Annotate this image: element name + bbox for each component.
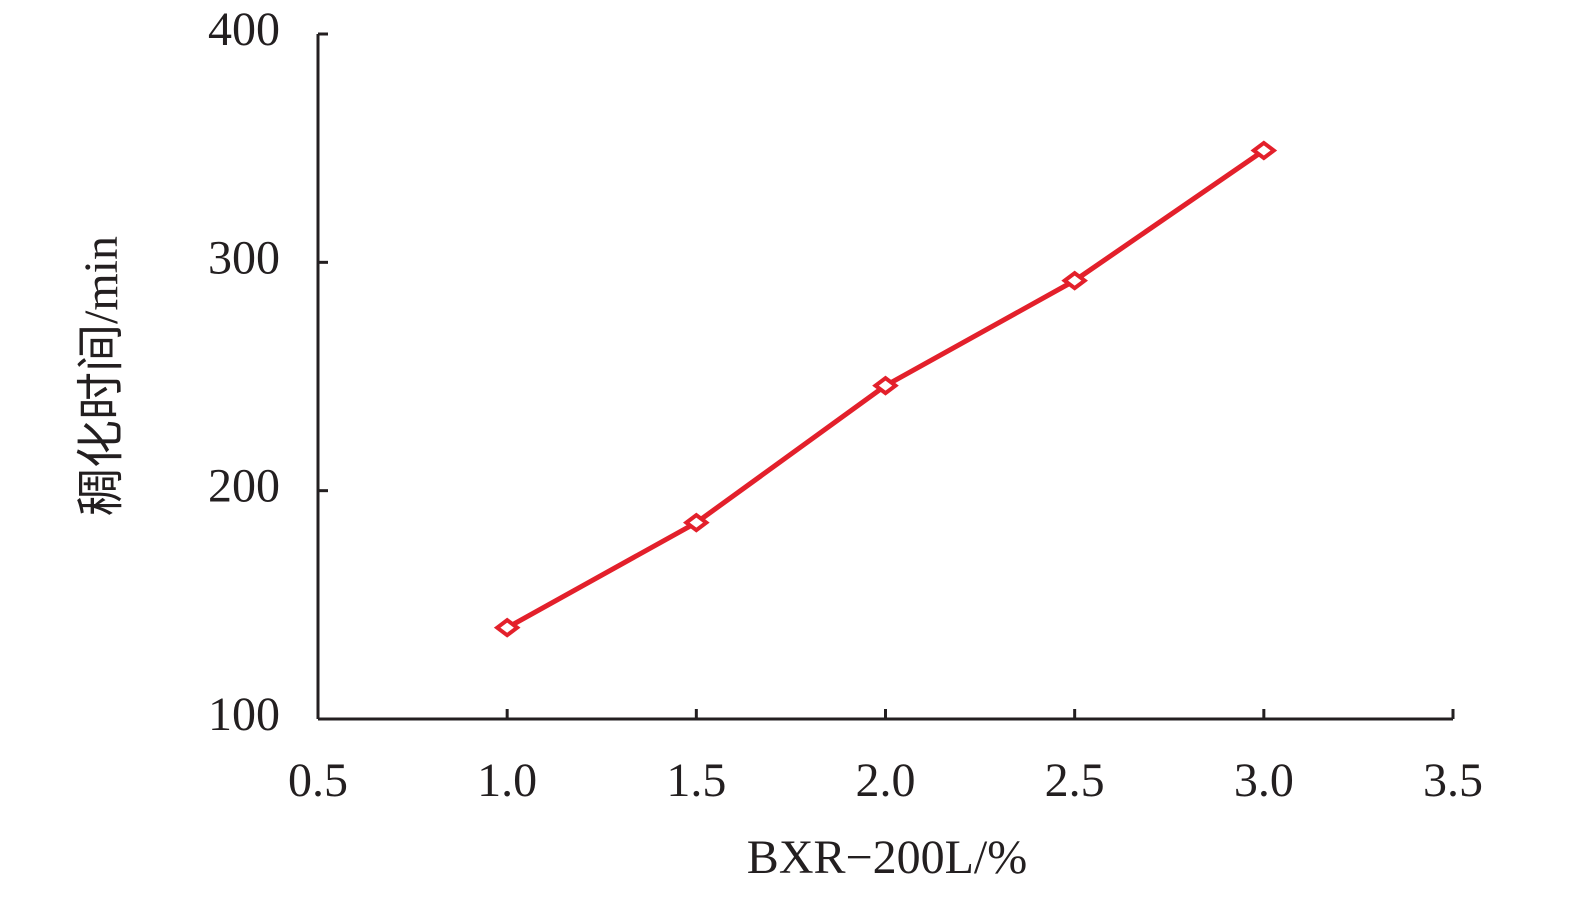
y-axis-label: 稠化时间/min	[75, 236, 128, 516]
y-tick-label: 300	[208, 231, 280, 284]
data-marker	[1061, 270, 1089, 291]
data-marker	[682, 512, 710, 533]
x-tick-label: 3.0	[1234, 754, 1294, 807]
y-tick-label: 100	[208, 688, 280, 741]
data-marker	[1250, 140, 1278, 161]
y-tick-label: 200	[208, 460, 280, 513]
y-tick-label: 400	[208, 3, 280, 56]
data-marker	[872, 375, 899, 396]
x-axis-label: BXR−200L/%	[747, 831, 1027, 884]
x-tick-label: 1.0	[477, 754, 537, 807]
x-tick-label: 0.5	[288, 754, 348, 807]
x-tick-label: 2.5	[1045, 754, 1105, 807]
data-marker	[493, 617, 521, 638]
x-tick-label: 3.5	[1423, 754, 1483, 807]
x-tick-label: 1.5	[666, 754, 726, 807]
x-tick-label: 2.0	[856, 754, 916, 807]
